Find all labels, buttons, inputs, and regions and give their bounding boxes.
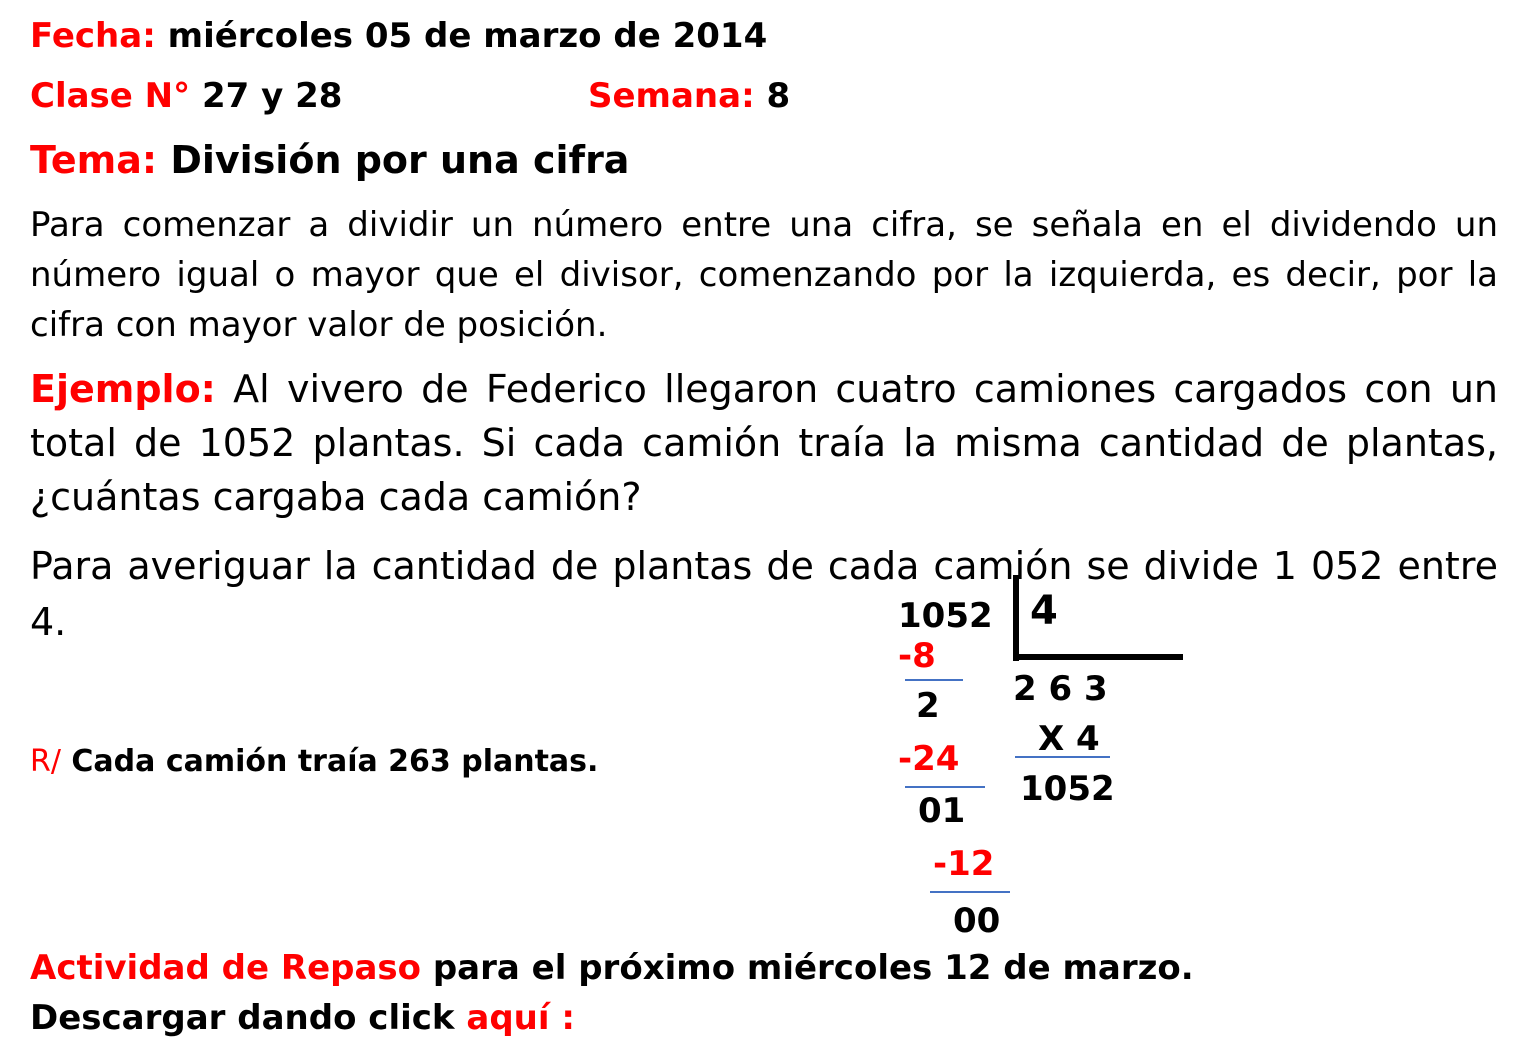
example: Ejemplo: Al vivero de Federico llegaron … <box>30 362 1498 524</box>
dividend: 1052 <box>898 596 993 636</box>
step: -24 <box>898 739 960 779</box>
date: miércoles 05 de marzo de 2014 <box>167 16 768 56</box>
step: 00 <box>953 901 1001 941</box>
step: 01 <box>918 791 966 831</box>
class-label: Clase N° <box>30 76 191 116</box>
week-label: Semana: <box>588 76 755 116</box>
class: 27 y 28 <box>201 76 343 116</box>
answer: R/ Cada camión traía 263 plantas. <box>30 744 598 779</box>
activity-text: para el próximo miércoles 12 de marzo. <box>432 948 1194 988</box>
week: 8 <box>766 76 791 116</box>
date-line: Fecha: miércoles 05 de marzo de 2014 <box>30 16 767 56</box>
topic-line: Tema: División por una cifra <box>30 138 629 182</box>
activity-label: Actividad de Repaso <box>30 948 421 988</box>
method: Para averiguar la cantidad de plantas de… <box>30 544 1498 644</box>
step: -12 <box>933 844 995 884</box>
check-product: 1052 <box>1020 769 1115 809</box>
rule <box>930 891 1010 893</box>
intro: Para comenzar a dividir un número entre … <box>30 205 1498 345</box>
class-line: Clase N° 27 y 28 <box>30 76 342 116</box>
division-bar <box>1013 575 1019 661</box>
rule <box>905 679 963 681</box>
rule <box>905 786 985 788</box>
topic: División por una cifra <box>170 138 630 182</box>
quotient: 2 6 3 <box>1013 669 1108 709</box>
topic-label: Tema: <box>30 138 158 182</box>
download-link[interactable]: aquí : <box>466 998 575 1038</box>
activity: Actividad de Repaso para el próximo miér… <box>30 948 1194 988</box>
answer-label: R/ <box>30 744 61 779</box>
download-text: Descargar dando click <box>30 998 455 1038</box>
step: 2 <box>916 686 940 726</box>
divisor: 4 <box>1030 588 1058 634</box>
example-text: Al vivero de Federico llegaron cuatro ca… <box>30 367 1498 519</box>
step: -8 <box>898 636 936 676</box>
rule <box>1015 756 1110 758</box>
download: Descargar dando click aquí : <box>30 998 575 1038</box>
check-factor: X 4 <box>1038 719 1100 759</box>
date-label: Fecha: <box>30 16 156 56</box>
answer-text: Cada camión traía 263 plantas. <box>71 744 599 779</box>
week-line: Semana: 8 <box>588 76 790 116</box>
division-bar <box>1013 654 1183 660</box>
example-label: Ejemplo: <box>30 367 216 411</box>
